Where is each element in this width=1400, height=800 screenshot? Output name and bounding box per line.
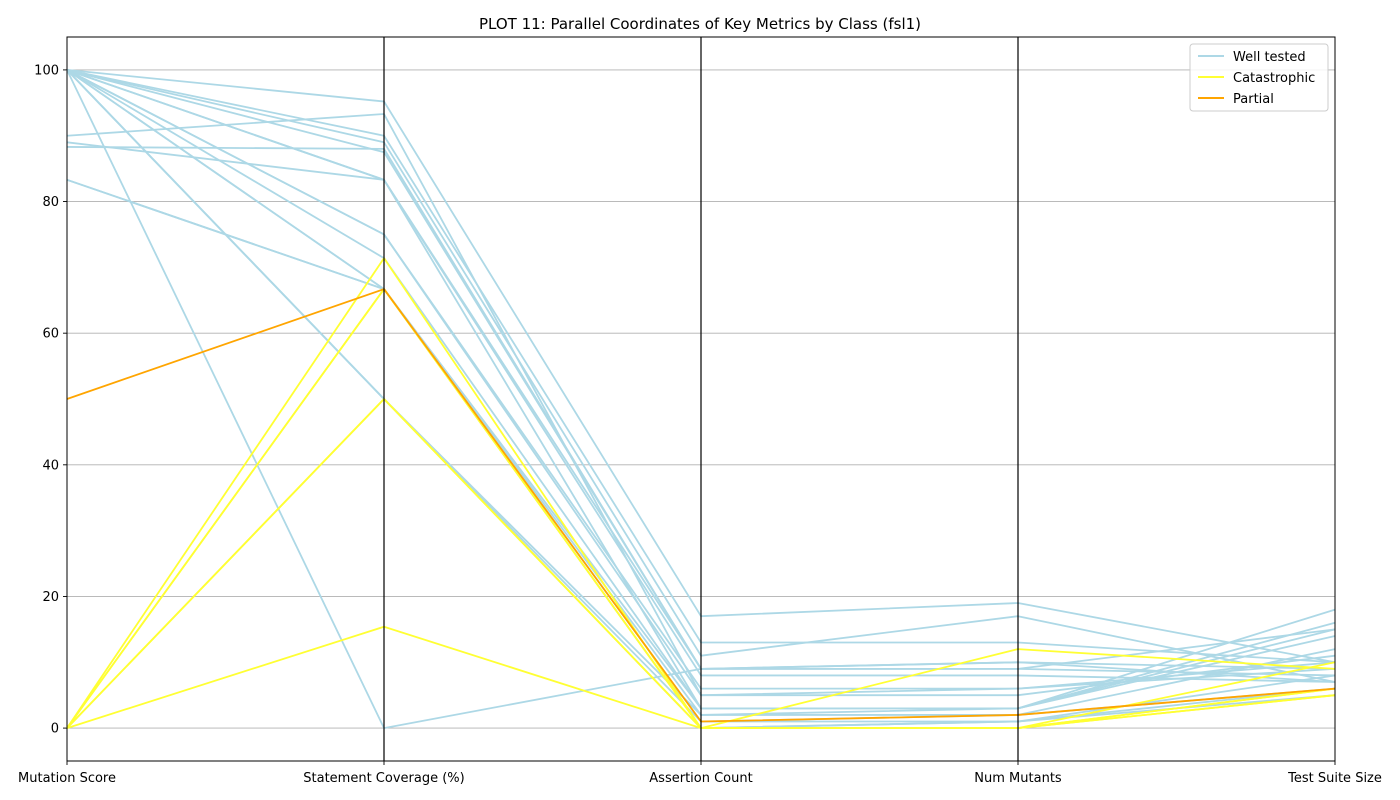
legend-label: Catastrophic [1233,71,1315,86]
chart-title: PLOT 11: Parallel Coordinates of Key Met… [479,15,921,33]
legend-box [1189,43,1329,112]
y-tick-label: 100 [34,63,59,78]
legend-label: Partial [1233,92,1274,107]
axis-label: Mutation Score [18,771,116,786]
y-tick-label: 0 [51,722,59,737]
y-tick-labels: 0 20 40 60 80 100 [34,63,67,737]
axis-labels: Mutation Score Statement Coverage (%) Asse… [18,771,1382,786]
axis-label: Assertion Count [649,771,752,786]
y-tick-label: 80 [42,195,59,210]
axis-lines [66,36,1336,765]
y-tick-label: 20 [42,590,59,605]
y-tick-label: 60 [42,327,59,342]
y-tick-label: 40 [42,458,59,473]
axis-label: Statement Coverage (%) [303,771,464,786]
legend-label: Well tested [1233,50,1306,65]
legend: Well tested Catastrophic Partial [1189,43,1329,112]
axis-label: Test Suite Size [1287,771,1382,786]
axis-label: Num Mutants [974,771,1062,786]
